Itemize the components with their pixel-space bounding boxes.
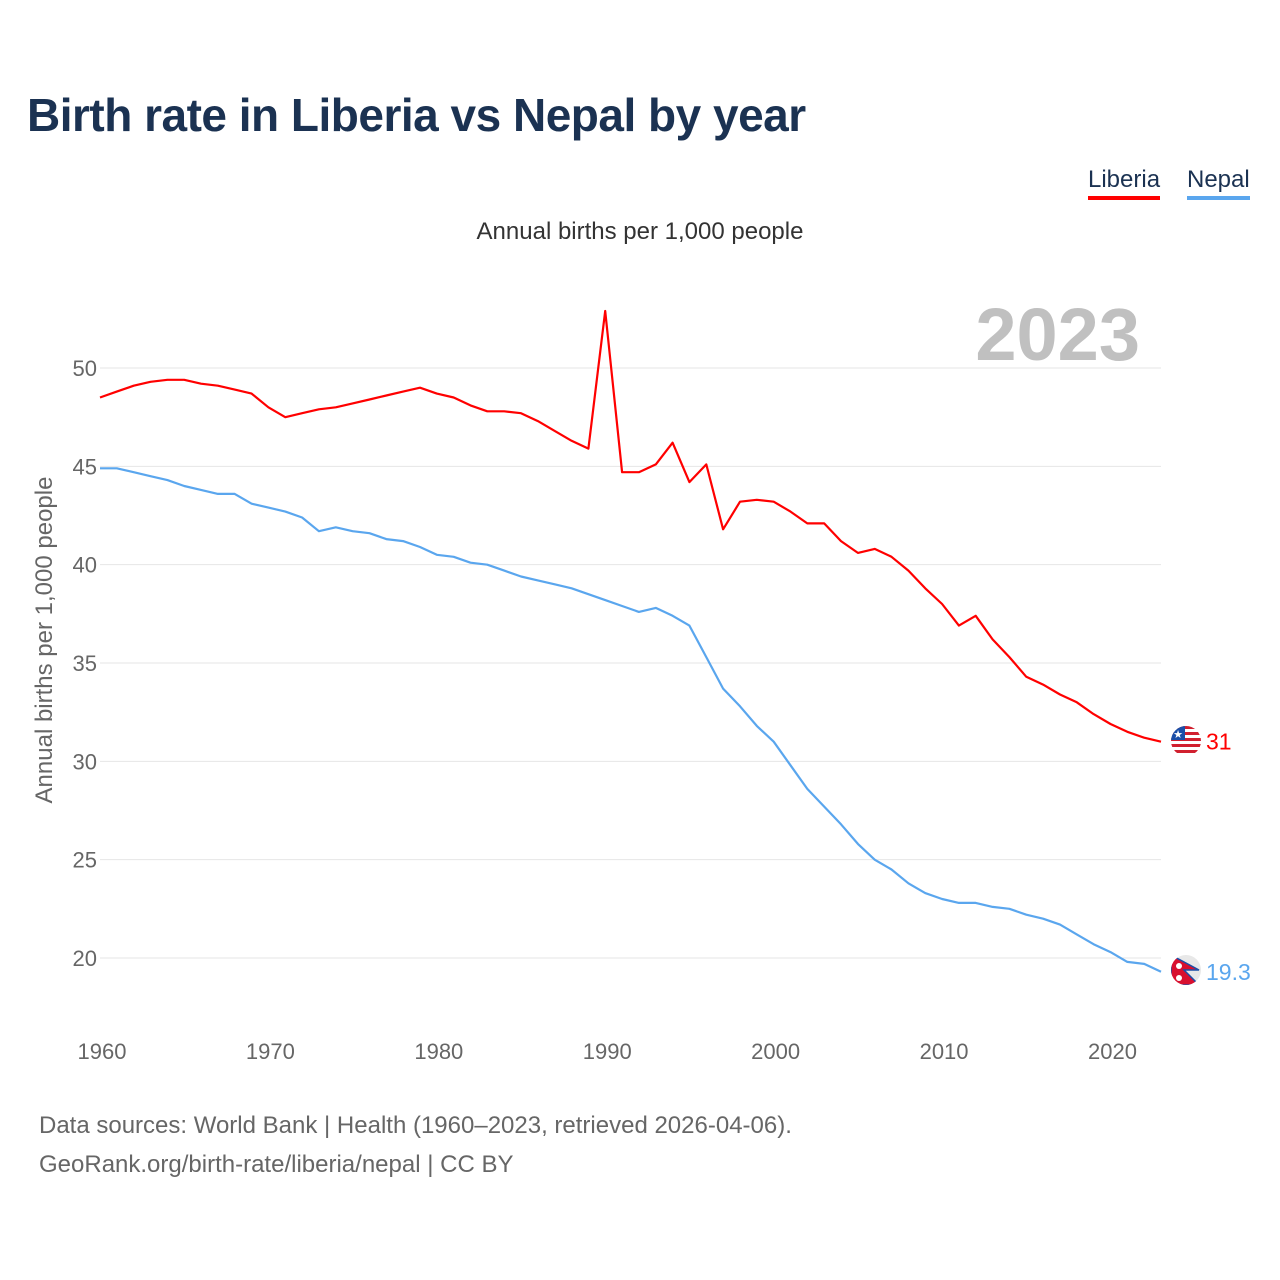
x-tick-label: 2020 bbox=[1088, 1039, 1137, 1064]
x-tick-label: 1960 bbox=[78, 1039, 127, 1064]
x-tick-label: 1990 bbox=[583, 1039, 632, 1064]
y-tick-label: 20 bbox=[73, 946, 97, 971]
chart-subtitle: Annual births per 1,000 people bbox=[476, 218, 804, 245]
y-tick-label: 25 bbox=[73, 848, 97, 873]
year-watermark: 2023 bbox=[975, 293, 1140, 376]
y-tick-label: 35 bbox=[73, 651, 97, 676]
x-tick-label: 1970 bbox=[246, 1039, 295, 1064]
y-tick-label: 40 bbox=[73, 553, 97, 578]
svg-text:★: ★ bbox=[1173, 729, 1183, 741]
source-link[interactable]: GeoRank.org/birth-rate/liberia/nepal | C… bbox=[39, 1151, 514, 1178]
end-value-label-liberia: 31 bbox=[1206, 729, 1232, 755]
legend-liberia[interactable]: Liberia bbox=[1088, 166, 1161, 200]
x-tick-label: 2000 bbox=[751, 1039, 800, 1064]
series-line-nepal bbox=[100, 467, 1162, 973]
series-line-liberia bbox=[99, 309, 1162, 743]
y-axis-label: Annual births per 1,000 people bbox=[31, 477, 58, 804]
chart-title: Birth rate in Liberia vs Nepal by year bbox=[27, 89, 806, 141]
liberia-flag-icon: ★ bbox=[1171, 726, 1201, 756]
y-tick-label: 50 bbox=[73, 356, 97, 381]
footer: Data sources: World Bank | Health (1960–… bbox=[39, 1106, 792, 1184]
legend-nepal[interactable]: Nepal bbox=[1187, 166, 1250, 200]
x-tick-label: 1980 bbox=[414, 1039, 463, 1064]
y-tick-label: 45 bbox=[73, 454, 97, 479]
x-tick-label: 2010 bbox=[920, 1039, 969, 1064]
nepal-flag-icon bbox=[1171, 955, 1201, 985]
data-source: Data sources: World Bank | Health (1960–… bbox=[39, 1112, 792, 1139]
y-tick-label: 30 bbox=[73, 749, 97, 774]
end-value-label-nepal: 19.3 bbox=[1206, 959, 1251, 985]
